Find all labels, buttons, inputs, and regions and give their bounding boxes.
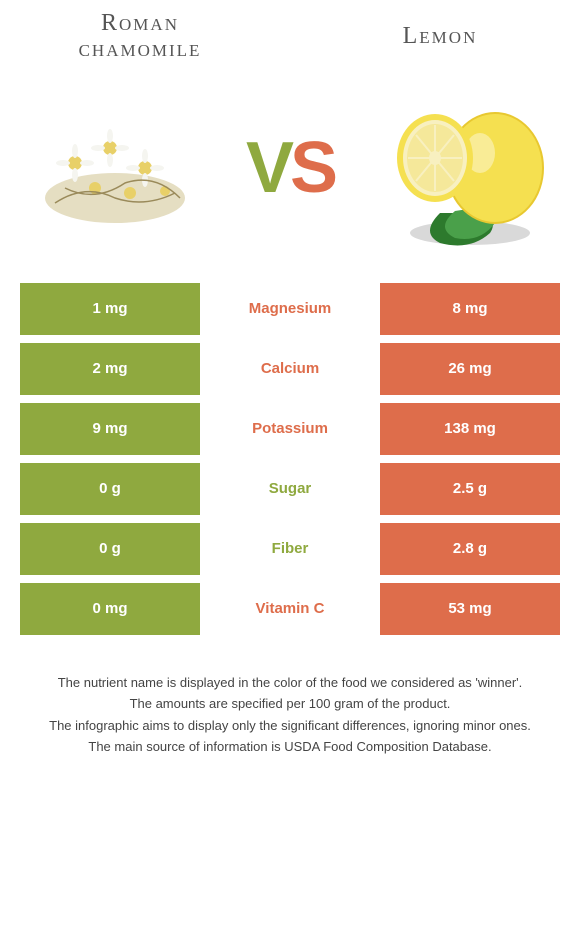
nutrient-label: Potassium <box>200 403 380 455</box>
table-row: 0 g Sugar 2.5 g <box>20 463 560 515</box>
right-value: 2.8 g <box>380 523 560 575</box>
nutrient-table: 1 mg Magnesium 8 mg 2 mg Calcium 26 mg 9… <box>0 283 580 635</box>
left-value: 9 mg <box>20 403 200 455</box>
right-value: 26 mg <box>380 343 560 395</box>
footer-line: The main source of information is USDA F… <box>20 737 560 757</box>
right-value: 138 mg <box>380 403 560 455</box>
left-value: 0 mg <box>20 583 200 635</box>
right-value: 2.5 g <box>380 463 560 515</box>
nutrient-label: Magnesium <box>200 283 380 335</box>
left-food-title: Roman chamomile <box>40 10 240 63</box>
nutrient-label: Fiber <box>200 523 380 575</box>
table-row: 1 mg Magnesium 8 mg <box>20 283 560 335</box>
left-value: 0 g <box>20 523 200 575</box>
right-value: 53 mg <box>380 583 560 635</box>
right-food-title: Lemon <box>340 23 540 50</box>
table-row: 9 mg Potassium 138 mg <box>20 403 560 455</box>
footer-line: The amounts are specified per 100 gram o… <box>20 694 560 714</box>
nutrient-label: Sugar <box>200 463 380 515</box>
images-row: VS <box>0 63 580 283</box>
nutrient-label: Vitamin C <box>200 583 380 635</box>
footer-line: The nutrient name is displayed in the co… <box>20 673 560 693</box>
left-value: 1 mg <box>20 283 200 335</box>
lemon-image <box>380 83 550 253</box>
footer-notes: The nutrient name is displayed in the co… <box>0 643 580 757</box>
nutrient-label: Calcium <box>200 343 380 395</box>
footer-line: The infographic aims to display only the… <box>20 716 560 736</box>
vs-text: VS <box>246 127 334 209</box>
table-row: 2 mg Calcium 26 mg <box>20 343 560 395</box>
chamomile-image <box>30 83 200 253</box>
table-row: 0 mg Vitamin C 53 mg <box>20 583 560 635</box>
left-value: 2 mg <box>20 343 200 395</box>
left-value: 0 g <box>20 463 200 515</box>
right-value: 8 mg <box>380 283 560 335</box>
header-row: Roman chamomile Lemon <box>0 0 580 63</box>
vs-v: V <box>246 128 290 208</box>
table-row: 0 g Fiber 2.8 g <box>20 523 560 575</box>
infographic-container: Roman chamomile Lemon <box>0 0 580 757</box>
vs-s: S <box>290 128 334 208</box>
